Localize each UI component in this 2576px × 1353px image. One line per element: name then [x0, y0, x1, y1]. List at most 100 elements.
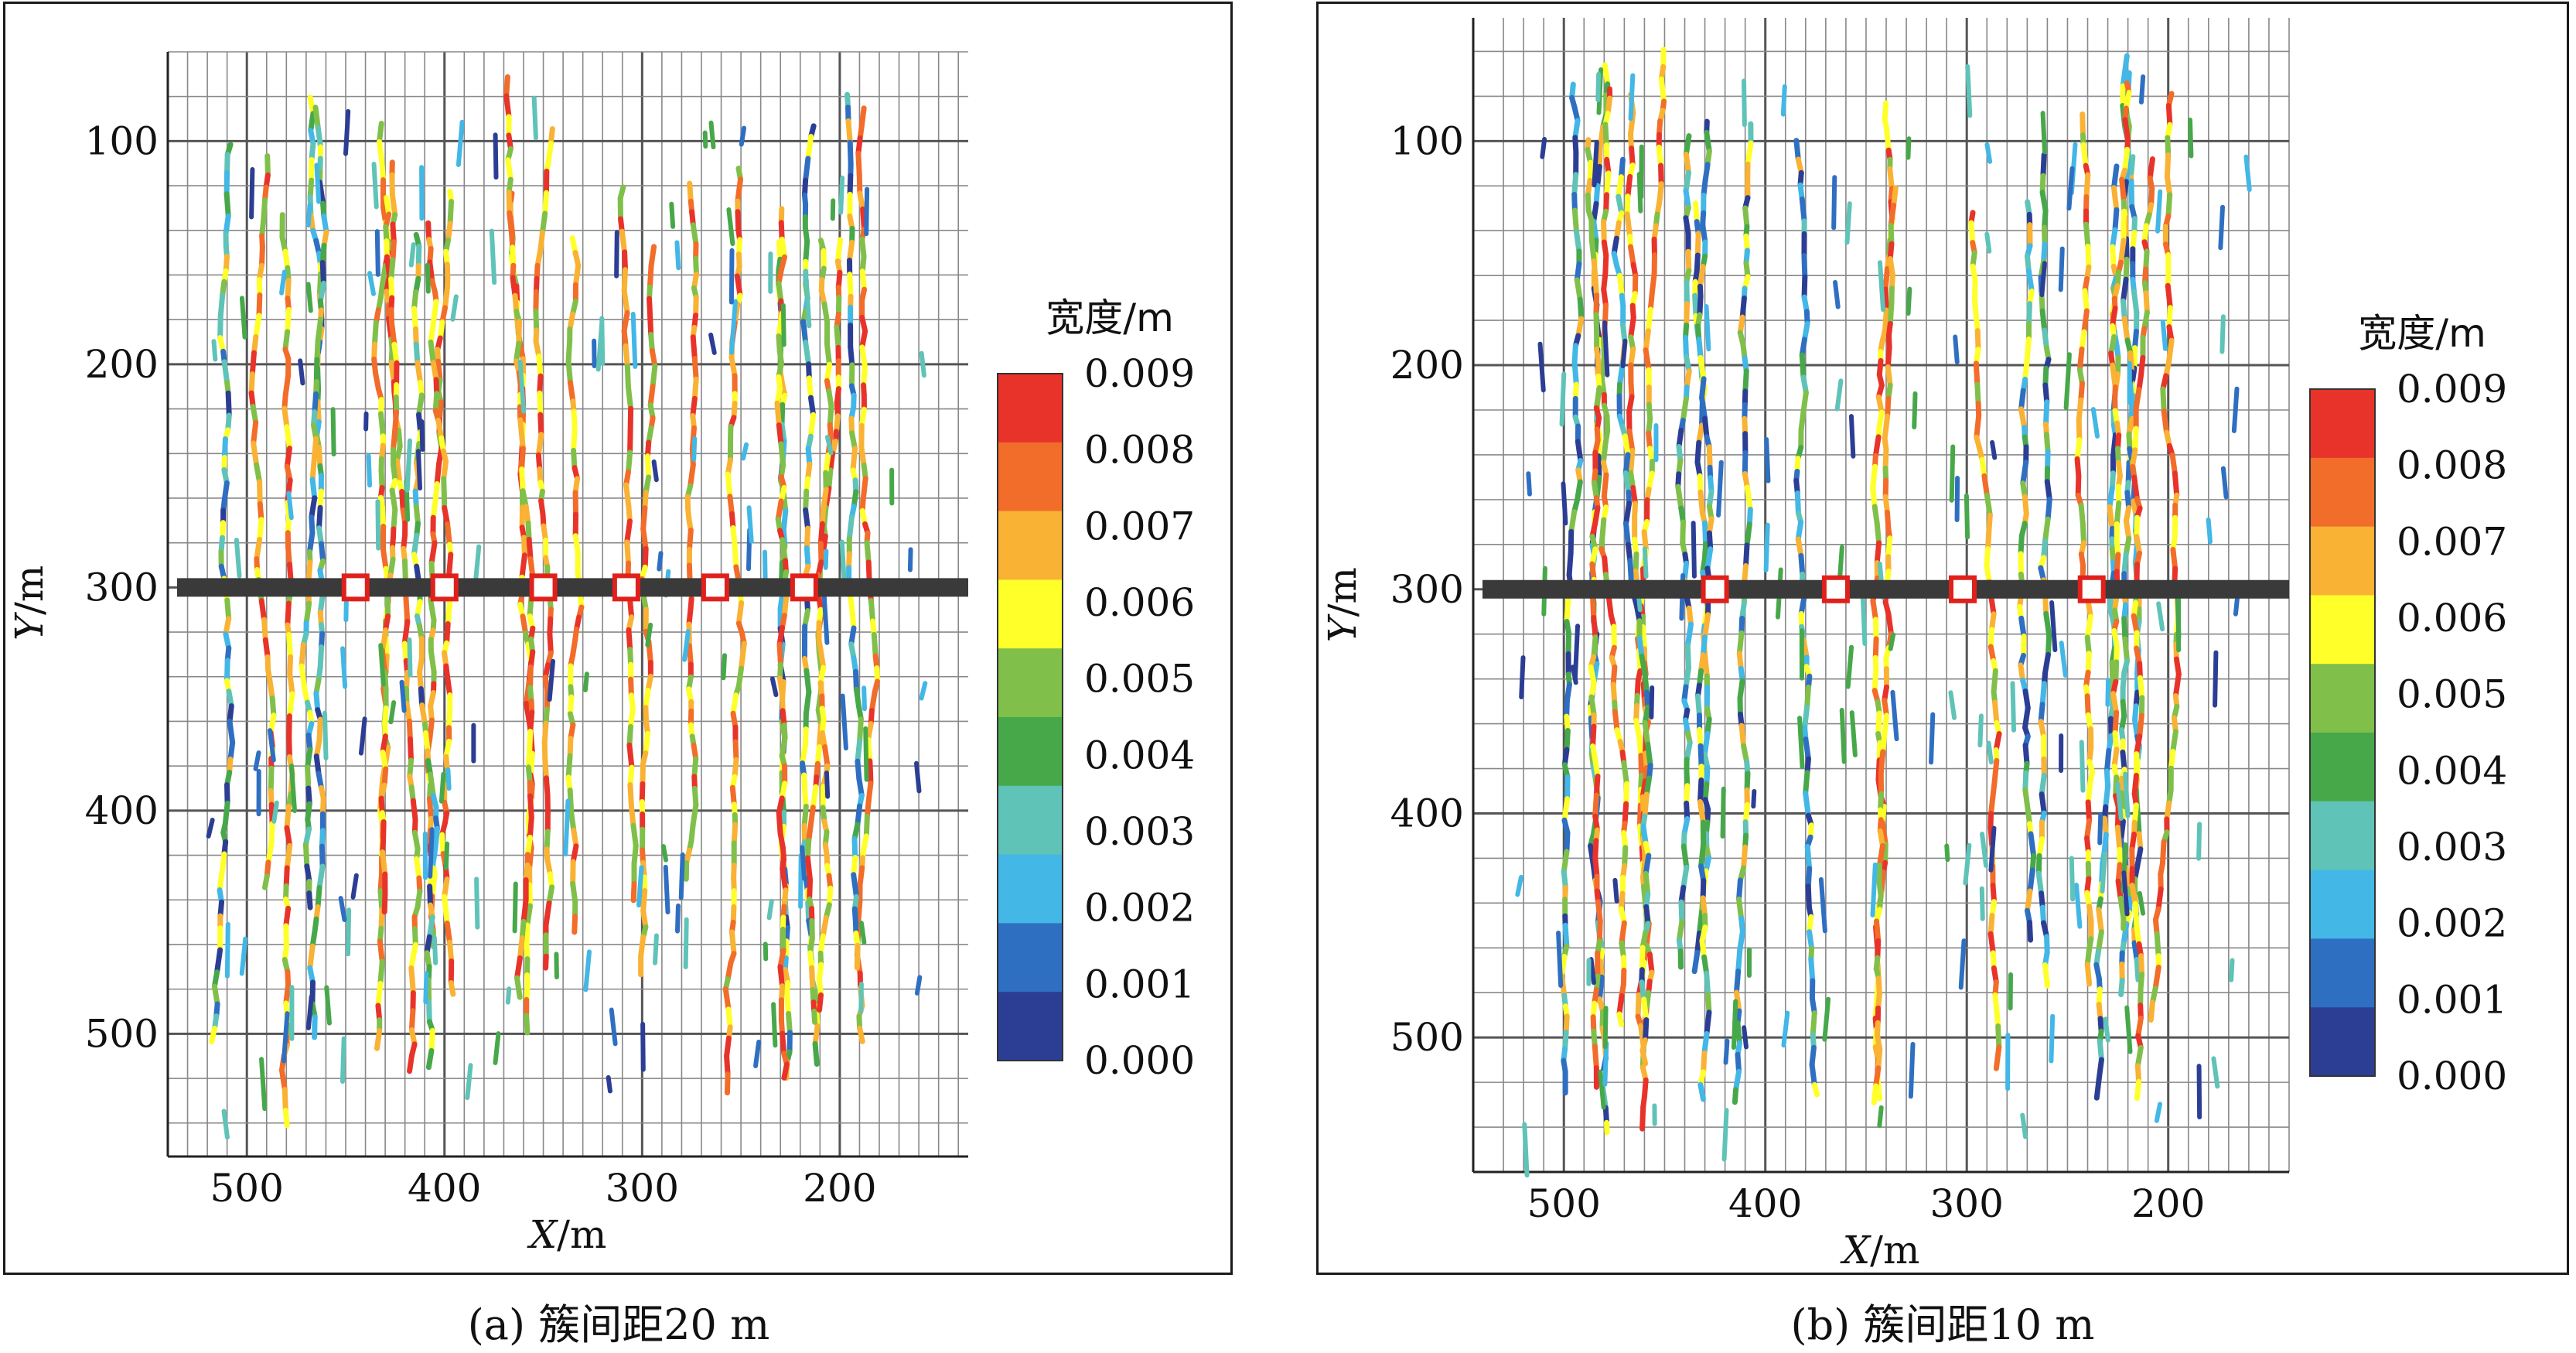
x-tick-label: 500: [1527, 1181, 1601, 1226]
fracture-segment: [2122, 117, 2131, 143]
colorbar-segment: [2310, 595, 2375, 665]
fracture-segment: [1860, 596, 1868, 647]
fracture-segment: [380, 733, 388, 755]
fracture-segment: [507, 210, 515, 237]
fracture-segment: [1643, 870, 1651, 897]
fracture-segment: [2076, 346, 2085, 373]
fracture-segment: [435, 417, 445, 441]
fracture-segment: [256, 292, 263, 319]
fracture-segment: [1601, 270, 1609, 292]
fracture-segment: [1871, 504, 1880, 527]
fracture-segment: [1643, 347, 1652, 373]
fracture-segment: [1572, 118, 1581, 141]
fracture-segment: [1810, 1010, 1817, 1038]
fracture-segment: [2131, 345, 2138, 371]
fracture-segment: [678, 852, 685, 900]
fracture-segment: [288, 764, 298, 814]
fracture-segment: [2105, 678, 2111, 707]
fracture-segment: [225, 390, 232, 419]
fracture-segment: [726, 207, 735, 247]
fracture-segment: [1988, 593, 1997, 617]
fracture-segment: [285, 600, 292, 628]
fracture-segment: [1735, 1051, 1742, 1075]
fracture-segment: [520, 613, 529, 636]
fracture-segment: [411, 532, 420, 558]
fracture-segment: [527, 793, 534, 821]
fracture-segment: [807, 412, 817, 439]
fracture-segment: [683, 917, 689, 969]
fracture-segment: [324, 985, 332, 1026]
fracture-segment: [445, 552, 454, 580]
fracture-segment: [823, 548, 829, 570]
fracture-segment: [1878, 749, 1886, 776]
fracture-segment: [1629, 145, 1636, 169]
fracture-segment: [1595, 899, 1603, 924]
fracture-segment: [647, 263, 654, 290]
colorbar-tick-label: 0.003: [1084, 809, 1195, 854]
fracture-segment: [407, 736, 415, 764]
fracture-segment: [425, 1047, 435, 1071]
fracture-segment: [257, 479, 263, 507]
fracture-segment: [474, 876, 480, 930]
fracture-segment: [2073, 882, 2083, 929]
panel-a: 500 400 300 200 100 200 300 400 500 X/m Y/m 宽度/m 0.0…: [3, 2, 1233, 1275]
fracture-segment: [445, 599, 453, 627]
fracture-segment: [1645, 741, 1653, 768]
fracture-segment: [1809, 1044, 1817, 1068]
fracture-segment: [1735, 1020, 1742, 1046]
fracture-segment: [316, 504, 323, 531]
fracture-segment: [702, 130, 708, 149]
colorbar-tick-label: 0.005: [1084, 657, 1195, 702]
fracture-segment: [1808, 956, 1816, 984]
fracture-segment: [407, 1053, 415, 1075]
fracture-segment: [2121, 616, 2128, 642]
fracture-segment: [627, 764, 635, 788]
fracture-segment: [313, 357, 320, 384]
fracture-segment: [313, 690, 321, 713]
perforation-cluster-marker: [430, 573, 459, 602]
colorbar: 宽度/m 0.009 0.008 0.007 0.006 0.005 0.004 0.003 0…: [2309, 311, 2507, 1098]
fracture-segment: [1683, 152, 1692, 176]
fracture-segment: [688, 462, 696, 489]
fracture-segment: [1593, 384, 1602, 411]
fracture-segment: [2121, 870, 2130, 917]
fracture-segment: [547, 658, 556, 702]
fracture-segment: [1697, 726, 1704, 749]
colorbar-segment: [2310, 526, 2375, 596]
fracture-segment: [428, 771, 436, 799]
fracture-segment: [660, 844, 669, 863]
fracture-segment: [839, 539, 847, 587]
fracture-segment: [914, 760, 922, 794]
fracture-segment: [682, 629, 691, 662]
fracture-segment: [404, 701, 412, 724]
fracture-segment: [306, 530, 316, 555]
fracture-segment: [781, 594, 790, 619]
caption-b: (b) 簇间距10 m: [1790, 1300, 2095, 1349]
fracture-segment: [780, 302, 786, 347]
fracture-segment: [851, 855, 858, 878]
fracture-segment: [442, 284, 451, 311]
fracture-segment: [390, 239, 397, 263]
fracture-segment: [287, 654, 294, 676]
fracture-segment: [379, 504, 387, 530]
fracture-segment: [428, 598, 437, 624]
fracture-segment: [428, 540, 438, 566]
fracture-segment: [626, 627, 633, 652]
fracture-segment: [826, 467, 834, 491]
fracture-segment: [771, 1002, 778, 1048]
fracture-segment: [533, 289, 539, 314]
fracture-segment: [2133, 387, 2142, 412]
fracture-segment: [1963, 842, 1972, 886]
fracture-segment: [1699, 395, 1708, 422]
fracture-segment: [919, 350, 926, 378]
fracture-segment: [631, 842, 639, 866]
fracture-segment: [691, 376, 699, 401]
fracture-segment: [860, 206, 867, 232]
y-tick-label: 100: [1390, 118, 1464, 163]
fracture-segment: [317, 280, 326, 304]
fracture-segment: [1618, 156, 1626, 180]
fracture-segment: [374, 1027, 383, 1051]
fracture-segment: [2172, 470, 2180, 498]
fracture-segment: [1593, 292, 1600, 318]
fracture-segment: [834, 324, 841, 350]
